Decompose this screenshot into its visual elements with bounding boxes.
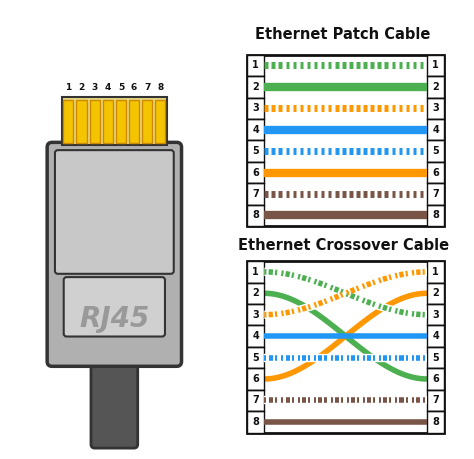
Text: 7: 7 bbox=[432, 189, 439, 199]
Text: 7: 7 bbox=[144, 83, 150, 92]
Bar bbox=[427, 162, 445, 183]
Text: 1: 1 bbox=[432, 267, 439, 277]
Bar bbox=[427, 183, 445, 205]
FancyBboxPatch shape bbox=[91, 353, 138, 448]
Text: 5: 5 bbox=[118, 83, 124, 92]
Text: Ethernet Crossover Cable: Ethernet Crossover Cable bbox=[237, 238, 449, 253]
Text: 4: 4 bbox=[432, 125, 439, 134]
Bar bbox=[247, 347, 264, 368]
Text: 5: 5 bbox=[252, 146, 259, 156]
Text: 3: 3 bbox=[91, 83, 98, 92]
Bar bbox=[427, 283, 445, 304]
Bar bbox=[142, 100, 152, 143]
Bar bbox=[247, 390, 264, 411]
Bar bbox=[247, 55, 264, 76]
Bar bbox=[427, 205, 445, 226]
Bar bbox=[63, 100, 73, 143]
Bar bbox=[247, 304, 264, 325]
Text: 8: 8 bbox=[432, 417, 439, 427]
Bar bbox=[427, 325, 445, 347]
Bar bbox=[427, 411, 445, 432]
Bar bbox=[427, 347, 445, 368]
Bar bbox=[247, 325, 264, 347]
FancyBboxPatch shape bbox=[64, 277, 165, 336]
Bar bbox=[427, 119, 445, 140]
Text: 4: 4 bbox=[252, 125, 259, 134]
Text: 3: 3 bbox=[432, 103, 439, 113]
Bar bbox=[247, 261, 264, 283]
Text: 1: 1 bbox=[65, 83, 72, 92]
Text: 8: 8 bbox=[252, 417, 259, 427]
Text: 1: 1 bbox=[252, 267, 259, 277]
Bar bbox=[155, 100, 165, 143]
Text: 3: 3 bbox=[432, 310, 439, 320]
Bar bbox=[247, 205, 264, 226]
Bar bbox=[427, 390, 445, 411]
Text: 2: 2 bbox=[252, 82, 259, 92]
Bar bbox=[247, 119, 264, 140]
Bar bbox=[247, 76, 264, 98]
Bar bbox=[247, 162, 264, 183]
FancyBboxPatch shape bbox=[47, 142, 182, 366]
Bar bbox=[247, 140, 264, 162]
Text: 6: 6 bbox=[252, 374, 259, 384]
Text: 5: 5 bbox=[432, 146, 439, 156]
Text: 2: 2 bbox=[252, 288, 259, 298]
Bar bbox=[247, 411, 264, 432]
Bar bbox=[427, 304, 445, 325]
Text: RJ45: RJ45 bbox=[79, 305, 149, 333]
Text: 6: 6 bbox=[432, 374, 439, 384]
Bar bbox=[103, 100, 113, 143]
Text: 8: 8 bbox=[252, 210, 259, 220]
Bar bbox=[427, 98, 445, 119]
Text: 8: 8 bbox=[157, 83, 164, 92]
Text: 4: 4 bbox=[252, 331, 259, 341]
Bar bbox=[247, 183, 264, 205]
Text: 1: 1 bbox=[252, 61, 259, 70]
Bar bbox=[427, 140, 445, 162]
Text: 7: 7 bbox=[252, 189, 259, 199]
Bar bbox=[116, 100, 126, 143]
Text: 7: 7 bbox=[432, 395, 439, 405]
Bar bbox=[76, 100, 87, 143]
Bar bbox=[247, 98, 264, 119]
Text: 3: 3 bbox=[252, 103, 259, 113]
Bar bbox=[129, 100, 139, 143]
Text: 5: 5 bbox=[432, 353, 439, 363]
Text: Ethernet Patch Cable: Ethernet Patch Cable bbox=[255, 28, 431, 42]
Bar bbox=[427, 261, 445, 283]
Text: 2: 2 bbox=[432, 82, 439, 92]
Text: 6: 6 bbox=[252, 168, 259, 178]
Text: 4: 4 bbox=[105, 83, 111, 92]
Text: 4: 4 bbox=[432, 331, 439, 341]
Text: 8: 8 bbox=[432, 210, 439, 220]
Bar bbox=[90, 100, 100, 143]
FancyBboxPatch shape bbox=[55, 150, 174, 274]
Text: 7: 7 bbox=[252, 395, 259, 405]
Bar bbox=[62, 96, 167, 145]
Bar bbox=[427, 76, 445, 98]
Text: 2: 2 bbox=[432, 288, 439, 298]
Text: 2: 2 bbox=[78, 83, 84, 92]
Bar bbox=[247, 368, 264, 390]
Text: 5: 5 bbox=[252, 353, 259, 363]
Text: 6: 6 bbox=[131, 83, 137, 92]
Bar bbox=[247, 55, 445, 226]
Bar bbox=[427, 55, 445, 76]
Text: 6: 6 bbox=[432, 168, 439, 178]
Text: 1: 1 bbox=[432, 61, 439, 70]
Bar bbox=[427, 368, 445, 390]
Text: 3: 3 bbox=[252, 310, 259, 320]
Bar bbox=[247, 283, 264, 304]
Bar bbox=[247, 261, 445, 432]
